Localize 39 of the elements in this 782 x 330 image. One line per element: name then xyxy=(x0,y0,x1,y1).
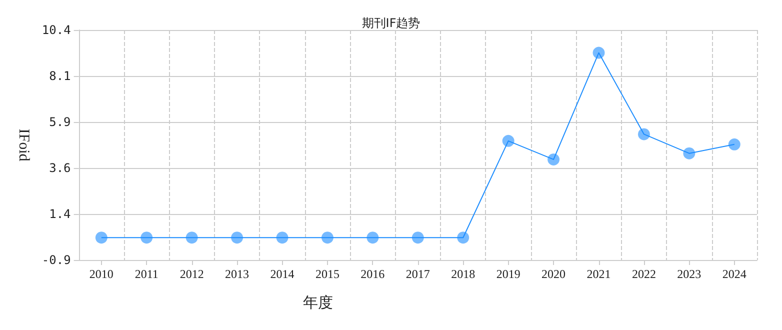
x-tick-label: 2024 xyxy=(722,267,746,281)
point xyxy=(276,232,288,244)
point xyxy=(321,232,334,244)
x-tick-label: 2013 xyxy=(225,267,250,281)
point xyxy=(592,46,605,59)
point xyxy=(140,232,153,244)
x-tick-label: 2022 xyxy=(632,267,656,281)
point xyxy=(548,153,560,166)
y-tick-label: 5.9 xyxy=(49,115,71,129)
point xyxy=(186,232,198,244)
x-tick-label: 2020 xyxy=(542,267,566,281)
point xyxy=(412,232,424,244)
x-tick-label: 2011 xyxy=(134,267,158,281)
x-tick-label: 2017 xyxy=(406,267,430,281)
point xyxy=(366,232,379,244)
x-tick-label: 2016 xyxy=(360,267,385,281)
point xyxy=(683,147,696,160)
y-tick-label: 1.4 xyxy=(49,207,71,221)
y-tick-label: 3.6 xyxy=(49,161,71,175)
x-tick-label: 2012 xyxy=(180,267,204,281)
x-tick-label: 2018 xyxy=(451,267,476,281)
x-tick-label: 2023 xyxy=(677,267,702,281)
x-tick-label: 2015 xyxy=(315,267,340,281)
point xyxy=(95,232,108,244)
point xyxy=(638,128,650,140)
point xyxy=(502,134,514,147)
y-tick-label: -0.9 xyxy=(42,253,71,267)
x-tick-label: 2019 xyxy=(496,267,520,281)
x-tick-label: 2010 xyxy=(89,267,114,281)
x-tick-label: 2014 xyxy=(270,267,294,281)
point xyxy=(728,138,740,150)
chart-title: 期刊IF趋势 xyxy=(362,16,420,30)
y-axis-title: IFoid xyxy=(16,128,32,162)
point xyxy=(457,232,470,244)
x-axis-title: 年度 xyxy=(302,294,333,312)
y-tick-label: 8.1 xyxy=(49,69,71,83)
x-tick-label: 2021 xyxy=(586,267,611,281)
y-tick-label: 10.4 xyxy=(42,23,71,37)
point xyxy=(231,232,244,244)
